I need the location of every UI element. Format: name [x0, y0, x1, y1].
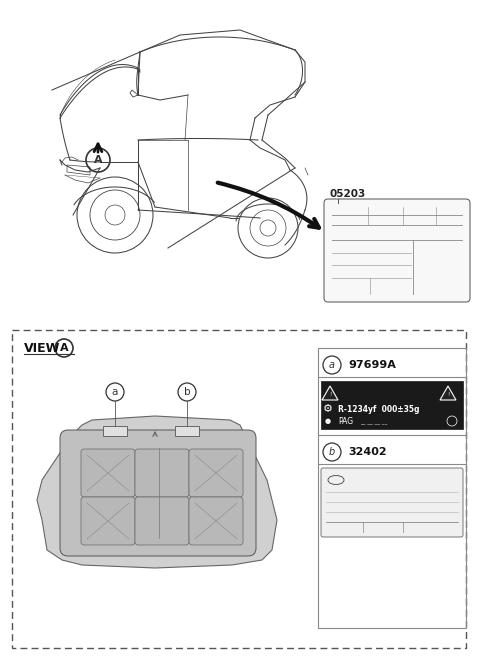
Text: b: b: [329, 447, 335, 457]
FancyBboxPatch shape: [321, 381, 463, 429]
FancyBboxPatch shape: [81, 449, 135, 497]
Text: ●: ●: [325, 418, 331, 424]
Text: ⚙: ⚙: [323, 404, 333, 414]
Text: a: a: [329, 360, 335, 370]
FancyBboxPatch shape: [103, 426, 127, 436]
FancyBboxPatch shape: [189, 449, 243, 497]
FancyBboxPatch shape: [81, 497, 135, 545]
Text: b: b: [184, 387, 190, 397]
Text: VIEW: VIEW: [24, 342, 60, 354]
Polygon shape: [322, 386, 338, 400]
FancyBboxPatch shape: [321, 468, 463, 537]
FancyBboxPatch shape: [12, 330, 466, 648]
Text: PAG: PAG: [338, 417, 353, 426]
FancyBboxPatch shape: [135, 449, 189, 497]
Text: 32402: 32402: [348, 447, 386, 457]
FancyBboxPatch shape: [189, 497, 243, 545]
FancyBboxPatch shape: [175, 426, 199, 436]
Text: !: !: [447, 392, 449, 396]
FancyBboxPatch shape: [324, 199, 470, 302]
Text: !: !: [329, 392, 331, 396]
Text: 97699A: 97699A: [348, 360, 396, 370]
Polygon shape: [37, 416, 277, 568]
Text: a: a: [112, 387, 118, 397]
Text: A: A: [60, 343, 68, 353]
Text: __ __ __ __: __ __ __ __: [360, 419, 387, 424]
FancyBboxPatch shape: [135, 497, 189, 545]
Text: R-1234yf  000±35g: R-1234yf 000±35g: [338, 405, 420, 413]
Text: 05203: 05203: [330, 189, 366, 199]
FancyBboxPatch shape: [60, 430, 256, 556]
Polygon shape: [440, 386, 456, 400]
Text: A: A: [94, 155, 102, 165]
